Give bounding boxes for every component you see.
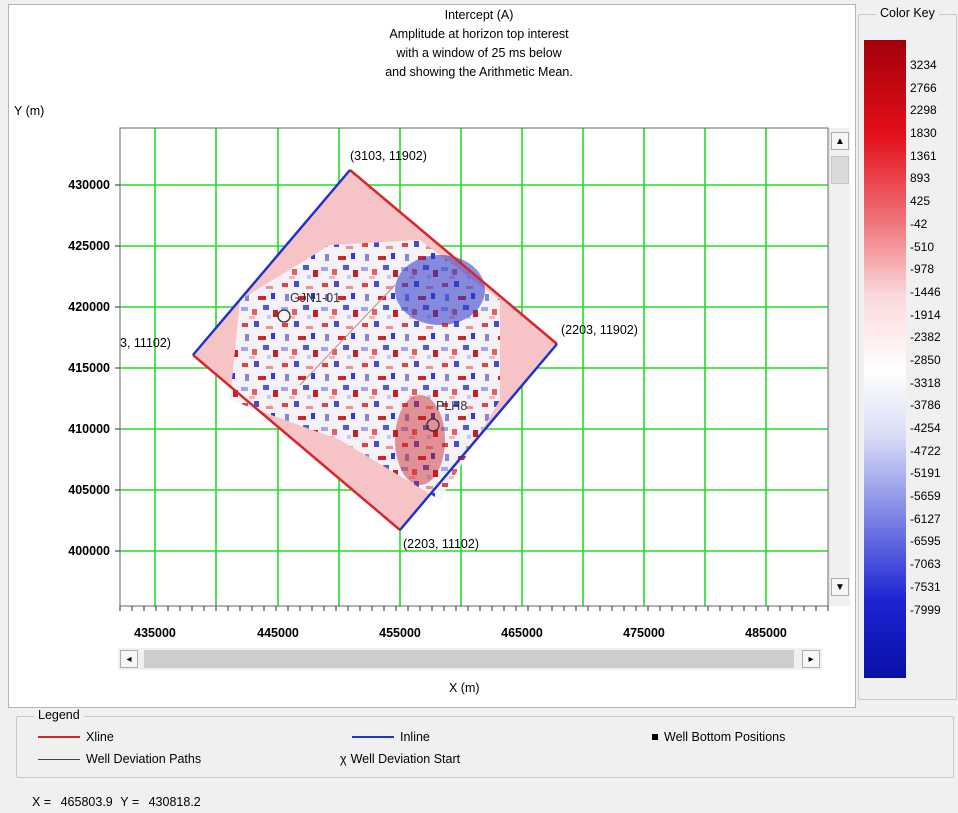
color-key-label: -978 [910,262,935,277]
legend-item-deviation-paths: Well Deviation Paths [38,752,201,766]
corner-label-bottom: (2203, 11102) [403,537,479,551]
deviation-path-swatch [38,758,80,760]
color-key-label: -510 [910,239,935,254]
well-bottom-icon [652,734,658,740]
color-key-label: -5659 [910,489,941,504]
horizontal-scroll-thumb[interactable] [144,650,794,668]
red-anomaly [395,395,445,485]
legend-panel [16,716,954,778]
scroll-left-button[interactable]: ◂ [120,650,138,668]
color-key-label: -3318 [910,375,941,390]
color-key-bar [864,40,906,678]
color-key-label: 2298 [910,103,937,118]
title-line-4: and showing the Arithmetic Mean. [385,65,573,79]
plot-border [119,127,829,607]
color-key-label: 425 [910,194,931,209]
y-axis-label: Y (m) [14,104,45,118]
title-line-3: with a window of 25 ms below [396,46,562,60]
x-coord-value: 465803.9 [60,795,113,809]
xline-swatch [38,736,80,738]
inline-bottom-right [399,343,558,531]
color-key-label: -7063 [910,557,941,572]
x-tick-label: 485000 [745,626,787,640]
x-coord-label: X = [32,795,52,809]
well-plh8-marker[interactable] [426,418,440,432]
color-key-label: -5191 [910,466,941,481]
color-key-label: -3786 [910,398,941,413]
well-gjn1-01-marker[interactable] [277,309,291,323]
color-key-label: 3234 [910,58,937,72]
legend-deviation-paths-label: Well Deviation Paths [86,752,202,766]
y-tick-label: 430000 [68,178,110,192]
color-key-label: -2382 [910,330,941,345]
deviation-start-icon: χ [340,752,347,766]
well-label-gjn1-01: GJN1-01 [290,291,340,305]
x-tick-label: 475000 [623,626,665,640]
blue-anomaly [395,255,485,325]
color-key-label: -42 [910,216,928,231]
color-key-label: 893 [910,171,931,186]
legend-deviation-start-label: Well Deviation Start [350,752,461,766]
color-key-title: Color Key [876,6,939,20]
vertical-scrollbar[interactable]: ▲ ▼ [829,128,850,606]
scroll-down-button[interactable]: ▼ [831,578,849,596]
legend-xline-label: Xline [86,730,114,744]
scroll-right-button[interactable]: ▸ [802,650,820,668]
corner-label-top: (3103, 11902) [350,149,427,163]
legend-title: Legend [34,708,84,722]
color-key-label: -1914 [910,307,941,322]
y-coord-label: Y = [120,795,140,809]
well-deviation-path [299,284,396,386]
x-tick-label: 455000 [379,626,421,640]
color-key-label: -6595 [910,534,941,549]
vertical-scroll-thumb[interactable] [831,156,849,184]
plot-area [120,128,828,606]
legend-item-inline: Inline [352,730,430,744]
color-key-label: -4254 [910,421,941,435]
color-key-label: -7999 [910,602,941,617]
color-key-label: -4722 [910,443,941,458]
title-line-2: Amplitude at horizon top interest [389,27,569,41]
color-key-label: 1830 [910,126,937,141]
color-key-label: 1361 [910,148,937,163]
scroll-up-button[interactable]: ▲ [831,132,849,150]
y-tick-label: 405000 [68,483,110,497]
cursor-coordinates: X = 465803.9 Y = 430818.2 [32,795,201,809]
x-axis-label: X (m) [449,681,480,695]
legend-item-well-bottom: Well Bottom Positions [652,730,785,744]
color-key-label: 2766 [910,80,937,95]
color-key-label: -6127 [910,511,941,526]
y-tick-label: 415000 [68,361,110,375]
xline-bottom-left [192,354,401,531]
y-tick-label: 420000 [68,300,110,314]
horizontal-scrollbar[interactable]: ◂ ▸ [118,648,822,670]
color-key-label: -1446 [910,284,941,299]
legend-item-deviation-start: χ Well Deviation Start [340,752,460,766]
title-line-1: Intercept (A) [444,8,514,22]
y-axis: 430000 425000 420000 415000 410000 405000 4000… [68,178,120,558]
x-tick-label: 465000 [501,626,543,640]
x-tick-label: 435000 [134,626,176,640]
legend-item-xline: Xline [38,730,114,744]
color-key-label: -2850 [910,352,941,367]
y-tick-label: 400000 [68,544,110,558]
y-tick-label: 425000 [68,239,110,253]
color-key-label: -7531 [910,579,941,594]
x-tick-label: 445000 [257,626,299,640]
color-key-labels: 3234 2766 2298 1830 1361 893 425 -42 -510 -978 -14… [910,54,956,621]
well-label-plh8: PLH8 [436,399,467,413]
xline-top-right [349,169,558,345]
y-tick-label: 410000 [68,422,110,436]
corner-label-left: 3, 11102) [120,336,171,350]
x-axis: 435000 445000 455000 465000 475000 485000 [119,606,829,640]
y-coord-value: 430818.2 [148,795,201,809]
legend-inline-label: Inline [400,730,430,744]
corner-label-right: (2203, 11902) [561,323,638,337]
legend-well-bottom-label: Well Bottom Positions [664,730,786,744]
inline-swatch [352,736,394,738]
inline-top-left [192,169,351,356]
